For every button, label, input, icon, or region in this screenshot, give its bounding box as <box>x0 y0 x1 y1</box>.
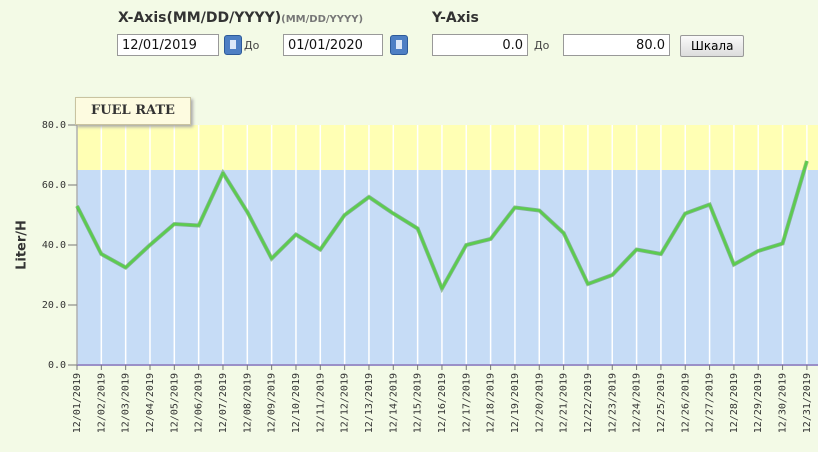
y-tick-label: 0.0 <box>48 360 66 371</box>
x-tick-label: 12/21/2019 <box>559 373 570 433</box>
x-tick-label: 12/03/2019 <box>121 373 132 433</box>
x-tick-label: 12/06/2019 <box>194 373 205 433</box>
y-tick-label: 60.0 <box>42 180 66 191</box>
scale-button[interactable]: Шкала <box>680 35 745 57</box>
x-tick-label: 12/01/2019 <box>72 373 83 433</box>
x-tick-label: 12/30/2019 <box>778 373 789 433</box>
x-tick-label: 12/07/2019 <box>218 373 229 433</box>
x-from-input[interactable]: 12/01/2019 <box>117 34 219 56</box>
x-tick-label: 12/27/2019 <box>705 373 716 433</box>
x-tick-label: 12/05/2019 <box>169 373 180 433</box>
band <box>77 125 818 170</box>
y-axis-label: Y-Axis <box>432 10 479 26</box>
x-tick-label: 12/10/2019 <box>291 373 302 433</box>
x-axis-hint: (MM/DD/YYYY) <box>281 14 364 25</box>
x-to-input[interactable]: 01/01/2020 <box>283 34 383 56</box>
y-tick-label: 40.0 <box>42 240 66 251</box>
band <box>77 170 818 365</box>
x-tick-label: 12/11/2019 <box>315 373 326 433</box>
x-tick-label: 12/18/2019 <box>486 373 497 433</box>
x-tick-label: 12/12/2019 <box>340 373 351 433</box>
y-tick-label: 80.0 <box>42 120 66 131</box>
x-tick-label: 12/31/2019 <box>802 373 813 433</box>
x-tick-label: 12/16/2019 <box>437 373 448 433</box>
to-word: До <box>244 39 260 52</box>
chart-title: FUEL RATE <box>75 97 191 125</box>
y-tick-label: 20.0 <box>42 300 66 311</box>
x-tick-label: 12/29/2019 <box>753 373 764 433</box>
x-tick-label: 12/22/2019 <box>583 373 594 433</box>
x-axis-label: X-Axis(MM/DD/YYYY)(MM/DD/YYYY) <box>118 10 363 26</box>
calendar-icon[interactable] <box>224 35 242 55</box>
y-axis-title: Liter/H <box>15 220 30 270</box>
x-tick-label: 12/08/2019 <box>242 373 253 433</box>
x-tick-label: 12/28/2019 <box>729 373 740 433</box>
x-tick-label: 12/15/2019 <box>413 373 424 433</box>
x-tick-label: 12/17/2019 <box>461 373 472 433</box>
line <box>75 160 809 290</box>
x-tick-label: 12/09/2019 <box>267 373 278 433</box>
x-tick-label: 12/04/2019 <box>145 373 156 433</box>
to-word: До <box>534 39 550 52</box>
y-to-input[interactable]: 80.0 <box>563 34 670 56</box>
x-tick-label: 12/14/2019 <box>388 373 399 433</box>
x-tick-label: 12/24/2019 <box>632 373 643 433</box>
x-tick-label: 12/20/2019 <box>534 373 545 433</box>
x-tick-label: 12/19/2019 <box>510 373 521 433</box>
x-tick-label: 12/23/2019 <box>607 373 618 433</box>
y-from-input[interactable]: 0.0 <box>432 34 528 56</box>
x-tick-label: 12/25/2019 <box>656 373 667 433</box>
x-tick-label: 12/13/2019 <box>364 373 375 433</box>
calendar-icon[interactable] <box>390 35 408 55</box>
x-tick-label: 12/26/2019 <box>680 373 691 433</box>
x-axis-label-text: X-Axis(MM/DD/YYYY) <box>118 10 282 26</box>
x-tick-label: 12/02/2019 <box>96 373 107 433</box>
